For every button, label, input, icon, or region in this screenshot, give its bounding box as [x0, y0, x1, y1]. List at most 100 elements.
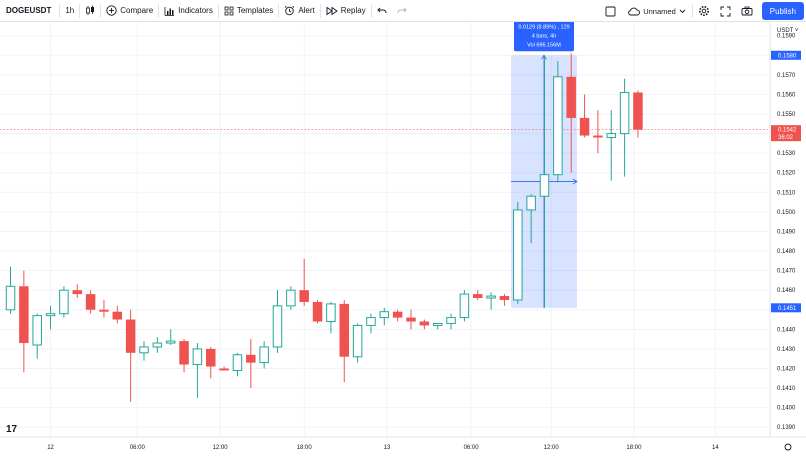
price-tick-label: 0.1440 — [777, 327, 796, 333]
candle[interactable] — [45, 305, 56, 330]
templates-button[interactable]: Templates — [219, 0, 278, 22]
candle-body — [579, 117, 590, 136]
candle-body — [606, 133, 616, 138]
candle[interactable] — [392, 309, 403, 322]
candle[interactable] — [352, 323, 363, 363]
price-axis[interactable]: 0.15900.15800.15700.15600.15500.15400.15… — [771, 28, 801, 431]
candle[interactable] — [19, 270, 29, 373]
candle[interactable] — [633, 90, 643, 138]
candle[interactable] — [246, 339, 256, 389]
fullscreen-layout-button[interactable] — [600, 0, 621, 22]
candle-body — [192, 348, 203, 366]
candle[interactable] — [32, 313, 42, 359]
candle[interactable] — [339, 299, 350, 383]
time-axis[interactable]: 12 06:00 12:00 18:00 13 06:00 12:00 18:00 14 — [47, 445, 719, 451]
measure-tooltip-layer: 0.0129 (8.89%) , 129 4 bars, 4h Vol 696.15… — [514, 22, 574, 52]
axis-settings-icon[interactable] — [784, 443, 792, 451]
candle[interactable] — [192, 343, 203, 398]
candle[interactable] — [593, 110, 603, 154]
candle[interactable] — [299, 258, 309, 306]
candle[interactable] — [232, 352, 243, 377]
indicators-button[interactable]: Indicators — [159, 0, 218, 22]
candle[interactable] — [219, 366, 229, 371]
price-tick-label: 0.1390 — [777, 425, 796, 431]
candle[interactable] — [553, 61, 563, 183]
last-price-label-countdown: 36:02 — [778, 135, 794, 141]
symbol-search[interactable]: DOGEUSDT — [0, 0, 59, 22]
candle[interactable] — [513, 202, 523, 304]
time-tick-label: 12:00 — [213, 445, 229, 451]
publish-button[interactable]: Publish — [761, 2, 804, 20]
candle[interactable] — [579, 94, 590, 138]
candle[interactable] — [179, 339, 189, 373]
candle-body — [633, 92, 643, 130]
measure-tooltip-box — [514, 22, 574, 52]
candle[interactable] — [286, 286, 296, 310]
candle[interactable] — [326, 301, 336, 334]
candle-body — [112, 311, 123, 320]
candle[interactable] — [139, 341, 149, 361]
candle[interactable] — [85, 290, 96, 314]
candle[interactable] — [59, 286, 69, 318]
divider — [319, 3, 321, 18]
candle-body — [419, 321, 430, 326]
price-tick-label: 0.1500 — [777, 210, 796, 216]
alert-button[interactable]: Alert — [279, 0, 319, 22]
candle[interactable] — [99, 299, 109, 318]
measure-tooltip-line2: 4 bars, 4h — [532, 33, 556, 39]
tradingview-logo-icon[interactable]: 17 — [6, 424, 18, 435]
time-tick-label: 13 — [384, 445, 391, 451]
currency-label[interactable]: USDT ˅ — [777, 28, 799, 34]
candle[interactable] — [165, 329, 176, 345]
price-chart[interactable]: 0.0129 (8.89%) , 129 4 bars, 4h Vol 696.15… — [0, 22, 806, 460]
candle-body — [272, 305, 283, 348]
candle[interactable] — [272, 290, 283, 353]
snapshot-button[interactable] — [736, 0, 758, 22]
candle[interactable] — [152, 337, 163, 353]
fullscreen-button[interactable] — [715, 0, 736, 22]
candle-body — [392, 311, 403, 318]
candle[interactable] — [379, 307, 390, 326]
interval-button[interactable]: 1h — [60, 0, 79, 22]
last-price-label-box — [771, 125, 801, 142]
candle[interactable] — [112, 305, 123, 324]
candle[interactable] — [459, 290, 470, 322]
divider — [79, 3, 81, 18]
compare-button[interactable]: Compare — [101, 0, 158, 22]
candles[interactable] — [5, 53, 643, 402]
candle[interactable] — [606, 110, 616, 181]
publish-label: Publish — [769, 6, 796, 16]
candle[interactable] — [499, 294, 510, 306]
candle[interactable] — [5, 266, 16, 314]
candle[interactable] — [526, 194, 536, 244]
replay-icon — [326, 6, 338, 16]
candle[interactable] — [125, 309, 136, 402]
candle[interactable] — [486, 292, 496, 310]
candle[interactable] — [539, 55, 550, 308]
candle[interactable] — [206, 346, 216, 379]
candle-body — [165, 340, 176, 344]
plus-circle-icon — [106, 5, 117, 16]
divider — [59, 3, 61, 18]
candle[interactable] — [432, 322, 443, 330]
candle[interactable] — [312, 299, 323, 324]
candle[interactable] — [419, 319, 430, 330]
candle[interactable] — [406, 309, 416, 330]
candle-body — [619, 91, 630, 135]
candle[interactable] — [72, 284, 83, 299]
candle[interactable] — [259, 341, 269, 369]
candle[interactable] — [473, 290, 483, 300]
settings-button[interactable] — [693, 0, 715, 22]
undo-button[interactable] — [372, 0, 392, 22]
chart-type-button[interactable] — [80, 0, 100, 22]
redo-button[interactable] — [392, 0, 412, 22]
replay-button[interactable]: Replay — [321, 0, 371, 22]
candle-body — [259, 346, 269, 364]
candle[interactable] — [366, 313, 376, 334]
layout-menu-button[interactable]: Unnamed — [621, 7, 692, 16]
candle-body — [379, 311, 390, 319]
candle[interactable] — [566, 53, 576, 173]
candle[interactable] — [619, 78, 630, 177]
candle-body — [286, 289, 296, 307]
candle[interactable] — [446, 313, 456, 330]
